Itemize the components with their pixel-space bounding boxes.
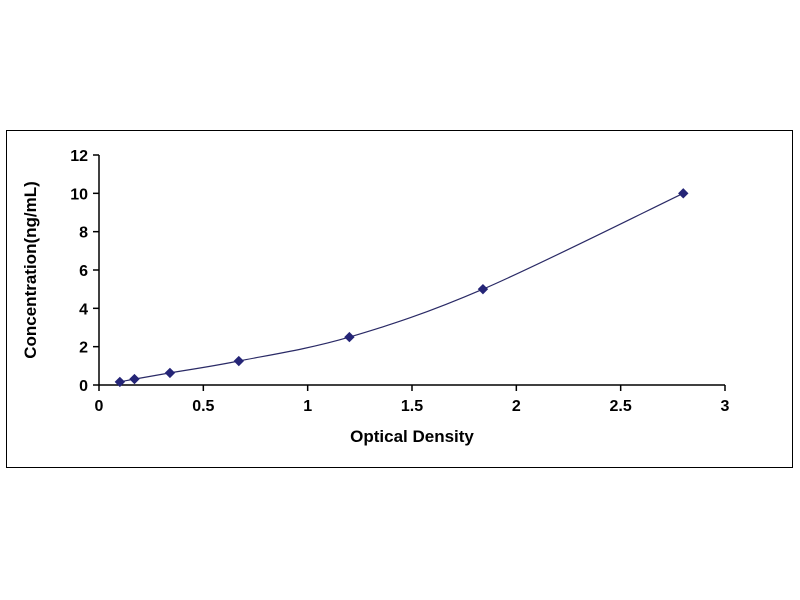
x-tick-label: 2.5	[610, 398, 632, 415]
data-point-marker	[477, 283, 489, 295]
data-point-marker	[233, 355, 245, 367]
y-tick-label: 4	[79, 301, 88, 318]
x-tick-label: 0.5	[192, 398, 214, 415]
x-tick-label: 1.5	[401, 398, 423, 415]
y-tick-label: 0	[79, 378, 88, 395]
data-point-marker	[164, 367, 176, 379]
y-tick-label: 8	[79, 225, 88, 242]
x-axis-title: Optical Density	[350, 427, 474, 446]
y-tick-label: 10	[70, 186, 88, 203]
chart-container: 0 2 4 6 8 10 12 0 0.5 1 1.5 2 2.5 3 Concentration(ng/…	[6, 130, 793, 468]
standard-curve-chart: 0 2 4 6 8 10 12 0 0.5 1 1.5 2 2.5 3	[70, 148, 730, 415]
series-line	[119, 192, 684, 383]
y-tick-label: 6	[79, 263, 88, 280]
data-point-marker	[129, 373, 140, 385]
data-point-marker	[678, 188, 689, 199]
y-tick-label: 12	[70, 148, 88, 165]
y-tick-label: 2	[79, 340, 88, 357]
x-tick-label: 2	[512, 398, 521, 415]
data-point-marker	[344, 331, 355, 343]
y-axis-title: Concentration(ng/mL)	[21, 181, 40, 359]
x-tick-label: 1	[303, 398, 312, 415]
x-tick-label: 3	[721, 398, 730, 415]
data-point-marker	[114, 376, 126, 388]
x-tick-label: 0	[95, 398, 104, 415]
